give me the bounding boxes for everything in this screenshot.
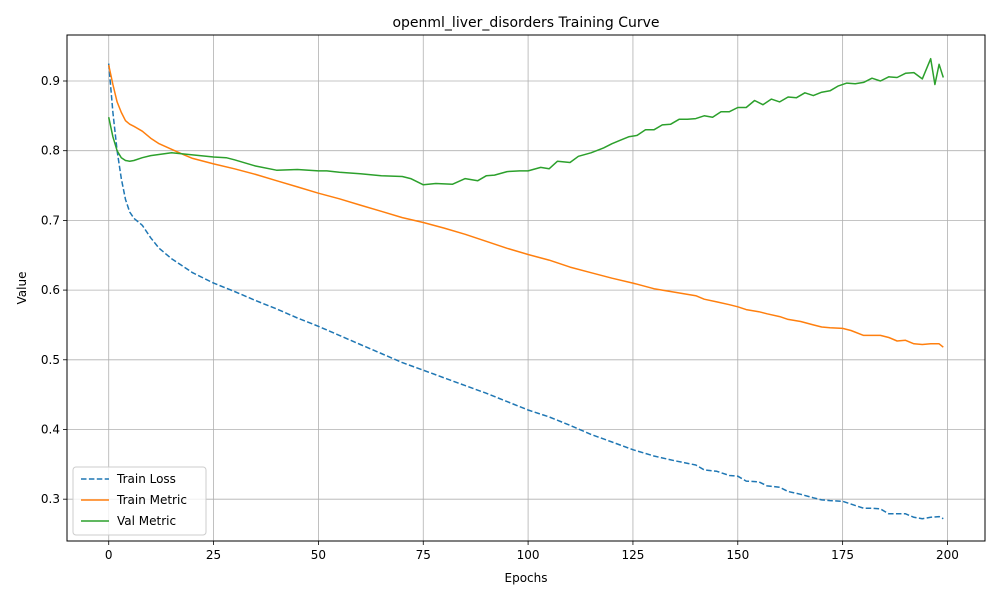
x-tick-label: 75 [416,548,431,562]
y-tick-label: 0.3 [41,492,60,506]
legend-label: Train Metric [116,493,187,507]
series-line-val-metric [107,57,945,186]
x-tick-label: 100 [517,548,540,562]
legend-label: Val Metric [117,514,176,528]
plot-frame [66,34,986,542]
y-tick-label: 0.9 [41,74,60,88]
x-tick-label: 200 [936,548,959,562]
y-tick-label: 0.4 [41,422,60,436]
chart-title: openml_liver_disorders Training Curve [392,15,659,31]
tick-layer: 0 25 50 75 100 125 150 175 200 0.3 0.4 0.5 0.6 0.7 0.8… [41,74,959,562]
x-tick-label: 50 [311,548,326,562]
y-tick-label: 0.7 [41,213,60,227]
series-layer [107,57,945,520]
series-line-train-metric [107,64,944,348]
y-tick-label: 0.8 [41,144,60,158]
y-tick-label: 0.5 [41,353,60,367]
x-tick-label: 0 [105,548,113,562]
legend-label: Train Loss [116,472,176,486]
x-tick-label: 25 [206,548,221,562]
legend-box [72,466,207,536]
legend: Train Loss Train Metric Val Metric [72,466,207,536]
x-tick-label: 150 [726,548,749,562]
x-tick-label: 125 [621,548,644,562]
y-tick-label: 0.6 [41,283,60,297]
grid-layer [67,35,985,541]
x-axis-label: Epochs [505,571,548,585]
y-axis-label: Value [15,272,29,305]
series-line-train-loss [107,63,944,520]
x-tick-label: 175 [831,548,854,562]
